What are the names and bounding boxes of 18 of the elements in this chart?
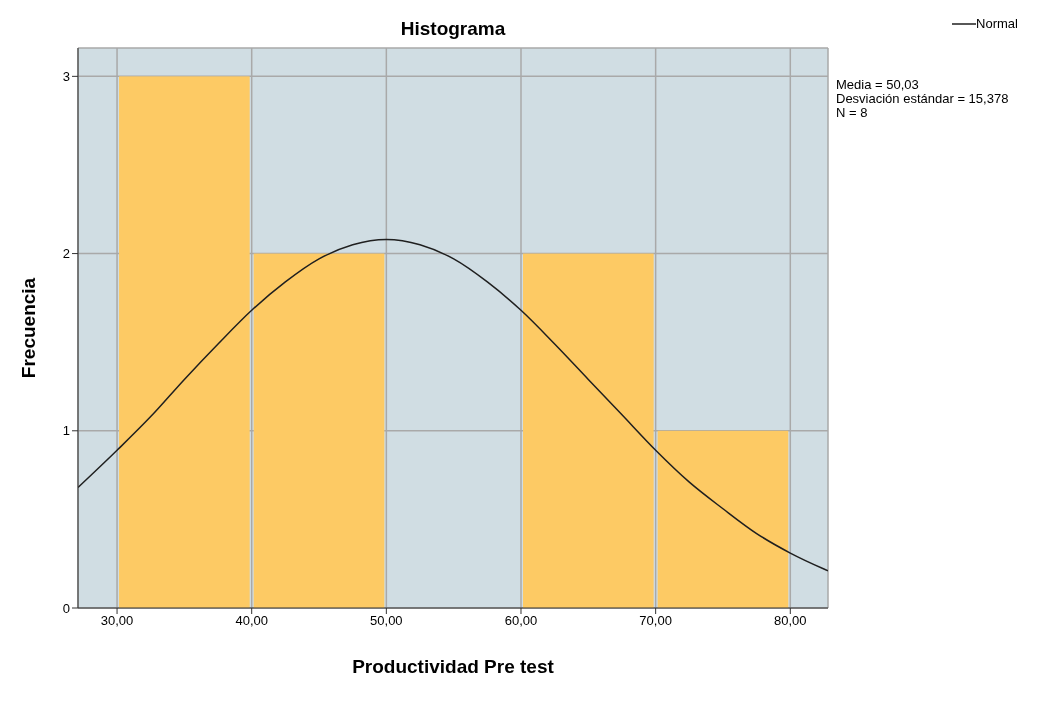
chart-title: Histograma	[399, 18, 507, 40]
y-tick-label: 1	[62, 423, 70, 439]
y-tick-label: 2	[62, 246, 70, 262]
legend-label: Normal	[976, 16, 1018, 31]
text: N = 8	[836, 105, 869, 120]
x-tick-label: 40,00	[235, 613, 268, 629]
text: Desviación estándar = 15,378	[836, 91, 1009, 106]
x-tick-label: 70,00	[639, 613, 672, 629]
x-axis-title: Productividad Pre test	[352, 656, 555, 677]
x-tick-label: 30,00	[100, 613, 134, 629]
line-series	[78, 238, 828, 572]
text: Media = 50,03	[836, 77, 920, 92]
y-tick-label: 0	[62, 600, 70, 616]
x-tick-label: 60,00	[504, 613, 538, 629]
y-tick-label: 3	[62, 68, 70, 84]
x-tick-label: 50,00	[370, 613, 403, 629]
y-axis-title: Frecuencia	[17, 277, 39, 379]
x-tick-label: 80,00	[774, 613, 807, 629]
